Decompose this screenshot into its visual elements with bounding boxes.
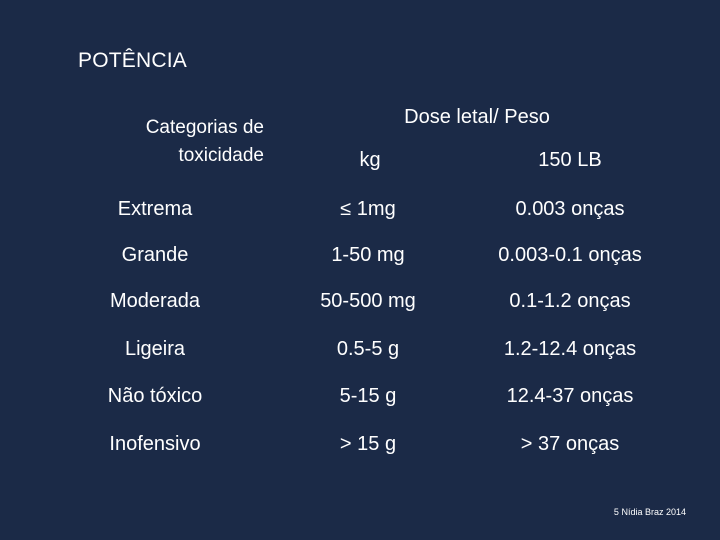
- page-number: 5: [613, 507, 619, 517]
- category-header-line-2: toxicidade: [178, 145, 264, 166]
- row-category: Extrema: [117, 198, 193, 220]
- row-lb-value: 12.4-37 onças: [506, 385, 634, 407]
- lb-subheader: 150 LB: [538, 149, 602, 171]
- category-header-line-1: Categorias de: [145, 117, 264, 138]
- row-kg-value: 1-50 mg: [331, 244, 405, 266]
- row-category: Não tóxico: [107, 385, 203, 407]
- row-lb-value: > 37 onças: [520, 433, 620, 455]
- row-category: Ligeira: [124, 338, 186, 360]
- row-lb-value: 0.003-0.1 onças: [498, 244, 642, 266]
- row-lb-value: 1.2-12.4 onças: [503, 338, 637, 360]
- row-lb-value: 0.1-1.2 onças: [509, 290, 631, 312]
- slide-footer: 5 Nídia Braz 2014: [614, 507, 686, 517]
- row-category: Inofensivo: [109, 433, 201, 455]
- row-kg-value: 0.5-5 g: [336, 338, 400, 360]
- dose-column-header: Dose letal/ Peso: [404, 106, 550, 128]
- row-kg-value: > 15 g: [339, 433, 397, 455]
- category-column-header: Categorias de toxicidade: [146, 114, 264, 170]
- row-kg-value: ≤ 1mg: [340, 198, 396, 220]
- slide-title: POTÊNCIA: [78, 49, 187, 72]
- kg-subheader: kg: [359, 149, 381, 171]
- footer-author: Nídia Braz 2014: [621, 507, 686, 517]
- row-kg-value: 5-15 g: [339, 385, 397, 407]
- row-category: Grande: [121, 244, 189, 266]
- row-kg-value: 50-500 mg: [320, 290, 416, 312]
- row-category: Moderada: [109, 290, 201, 312]
- row-lb-value: 0.003 onças: [515, 198, 625, 220]
